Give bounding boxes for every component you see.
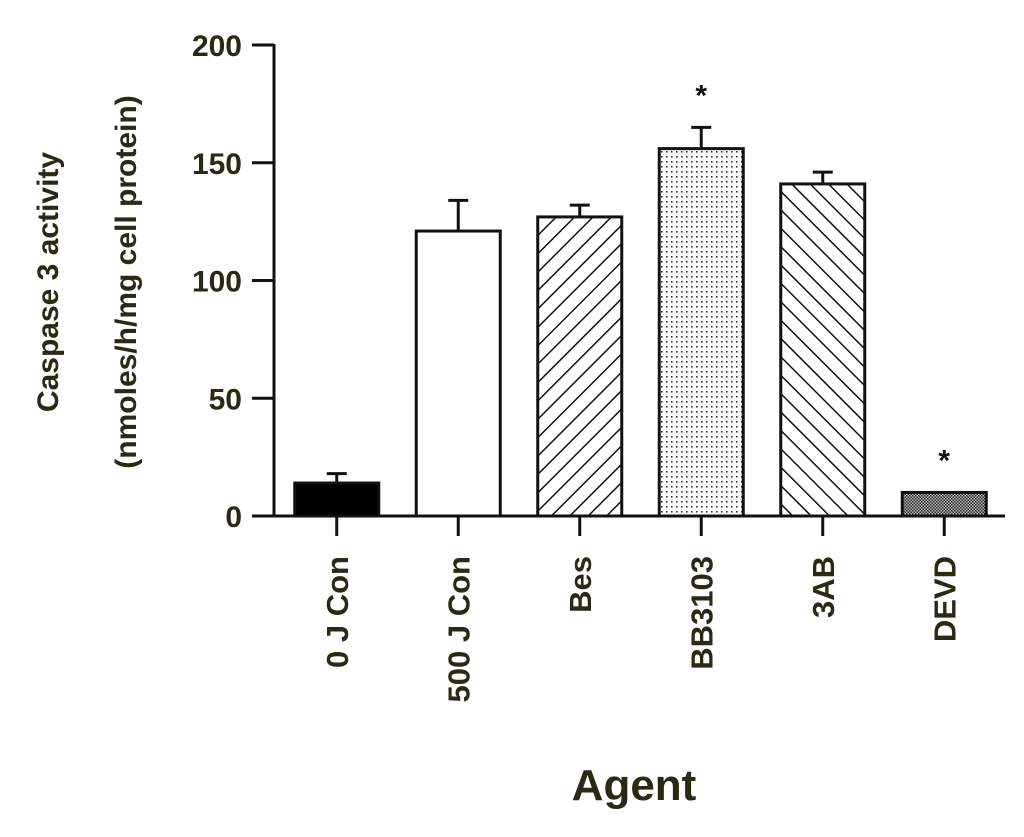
y-tick-label: 150 [192, 148, 242, 181]
x-category-label: DEVD [927, 556, 962, 642]
x-category-label: 500 J Con [441, 556, 476, 702]
x-axis-title: Agent [572, 761, 697, 810]
bar [414, 229, 502, 518]
y-tick-label: 200 [192, 30, 242, 63]
x-category-label: 0 J Con [320, 556, 355, 668]
plot-area: 0 50 100 150 200 0 J Con 500 J Con Bes BB3103 * 3A… [192, 30, 1005, 702]
x-category-label: BB3103 [684, 556, 719, 670]
y-axis-label-line-2: (nmoles/h/mg cell protein) [110, 95, 143, 468]
bar [900, 490, 988, 518]
y-tick-label: 0 [225, 501, 242, 534]
x-category-label: 3AB [806, 556, 841, 618]
y-axis-label-line-1: Caspase 3 activity [32, 152, 65, 412]
bar [779, 182, 867, 518]
y-tick-label: 50 [209, 383, 242, 416]
significance-marker: * [695, 79, 707, 112]
bar [293, 481, 381, 518]
bar [657, 147, 745, 518]
significance-marker: * [938, 444, 950, 477]
x-category-label: Bes [563, 556, 598, 613]
bar [536, 215, 624, 518]
y-tick-label: 100 [192, 266, 242, 299]
